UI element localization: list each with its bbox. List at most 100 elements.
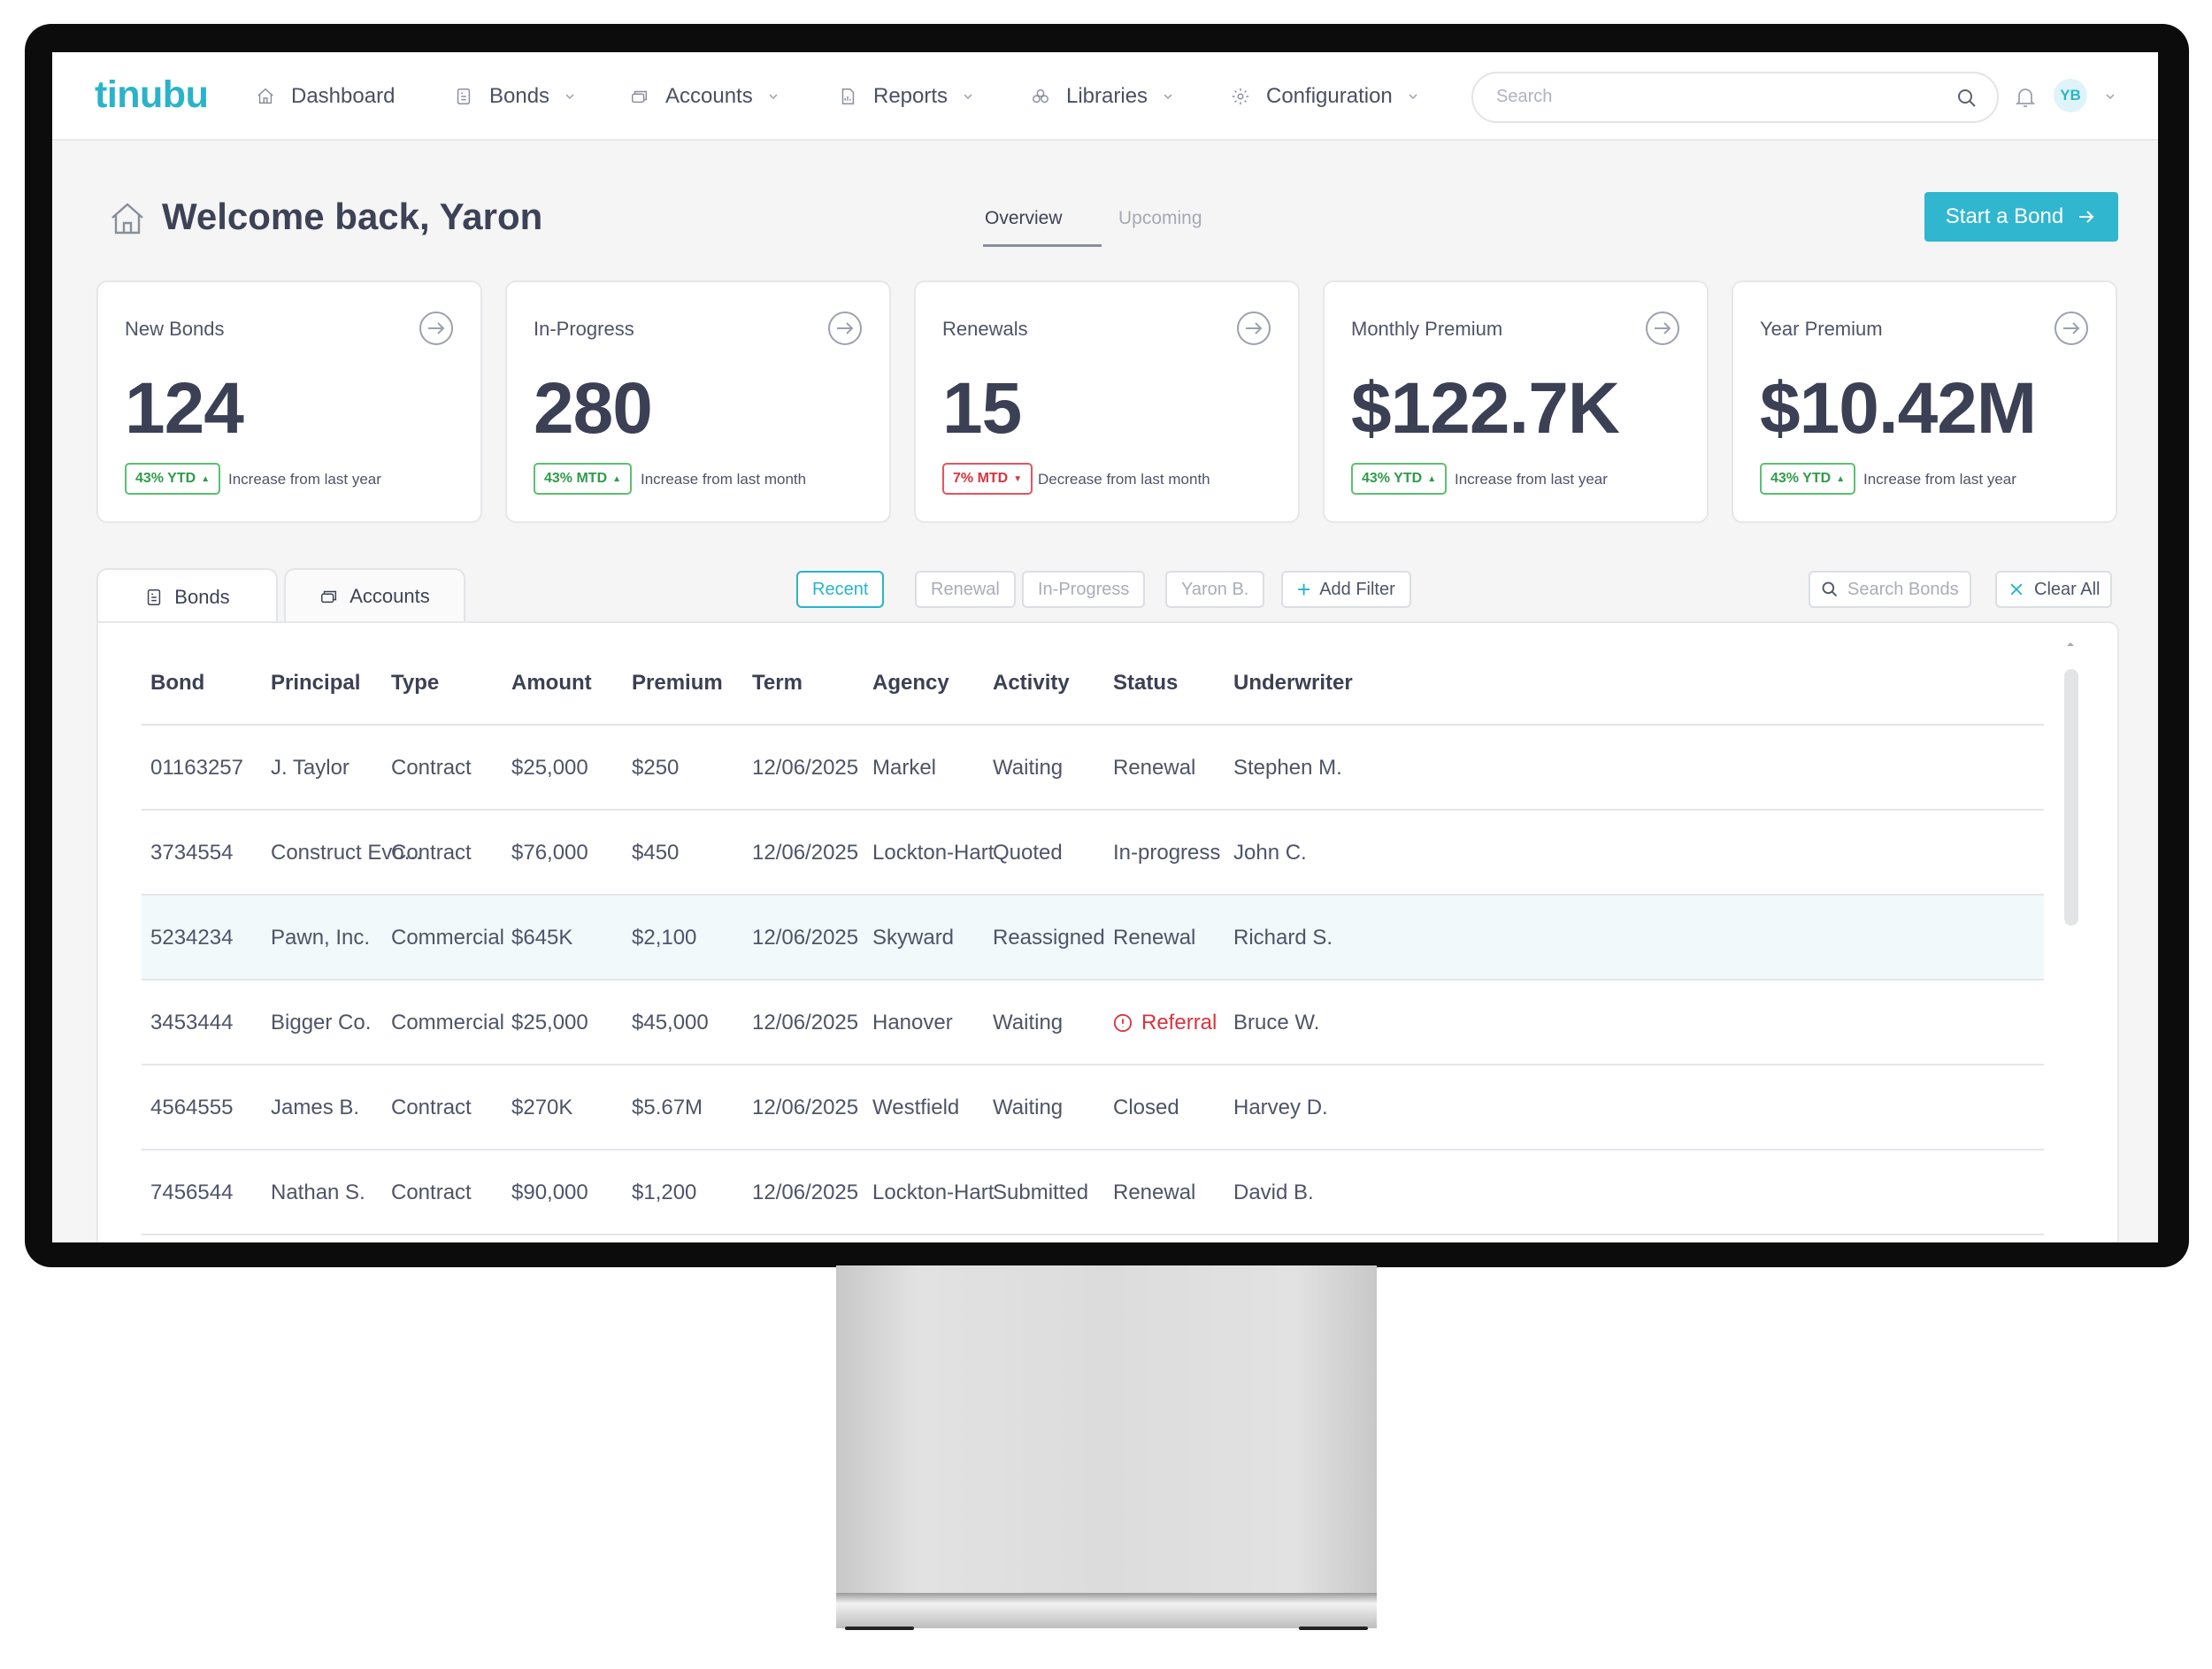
column-header[interactable]: Agency [872, 671, 949, 695]
nav-accounts-label: Accounts [665, 84, 753, 108]
table-cell: James B. [271, 1096, 360, 1119]
clear-all-button[interactable]: Clear All [1995, 571, 2113, 608]
table-cell: $250 [632, 756, 680, 780]
table-cell: Lockton-Hart [872, 1181, 995, 1204]
table-cell: $45,000 [632, 1011, 709, 1034]
arrow-circle-right-icon[interactable] [419, 311, 454, 346]
table-cell: 12/06/2025 [752, 926, 859, 950]
scroll-up-icon[interactable] [2065, 639, 2076, 650]
bonds-table-panel: Bond Principal Type Amount Premium Term Agency… [96, 621, 2119, 1242]
arrow-circle-right-icon[interactable] [1236, 311, 1271, 346]
stat-label: Year Premium [1760, 318, 1883, 340]
stat-card-year-premium[interactable]: Year Premium $10.42M 43% YTD ▲ Increase f… [1732, 281, 2117, 523]
bell-icon[interactable] [2015, 86, 2036, 109]
stat-note: Decrease from last month [1038, 471, 1210, 488]
status-badge: Referral [1141, 1011, 1217, 1034]
nav-configuration[interactable]: Configuration [1231, 82, 1419, 111]
table-cell: Closed [1113, 1096, 1179, 1119]
column-header[interactable]: Premium [632, 671, 723, 695]
column-header[interactable]: Status [1113, 671, 1179, 695]
tab-overview[interactable]: Overview [985, 208, 1063, 228]
monitor-foot-right [1299, 1627, 1368, 1630]
tinubu-logo[interactable]: tinubu [95, 73, 209, 116]
monitor-stand [836, 1265, 1377, 1628]
nav-configuration-label: Configuration [1266, 84, 1393, 108]
chevron-down-icon [769, 94, 778, 100]
table-cell: $5.67M [632, 1096, 703, 1119]
trend-badge-text: 43% MTD [544, 471, 608, 486]
table-row[interactable]: 7456544 Nathan S. Contract $90,000 $1,200 12/… [142, 1150, 2044, 1235]
search-bonds-input[interactable]: Search Bonds [1809, 571, 1971, 608]
table-cell: Bruce W. [1233, 1011, 1320, 1034]
trend-down-icon: ▼ [1013, 473, 1023, 484]
table-row[interactable]: 01163257 J. Taylor Contract $25,000 $250 12/0… [142, 726, 2044, 811]
nav-reports-label: Reports [873, 84, 949, 108]
table-cell: Contract [391, 841, 472, 865]
column-header[interactable]: Amount [511, 671, 592, 695]
nav-libraries[interactable]: Libraries [1031, 82, 1174, 111]
table-row[interactable]: 3453444 Bigger Co. Commercial $25,000 $45,00… [142, 981, 2044, 1065]
table-cell: Waiting [993, 1096, 1064, 1119]
nav-dashboard[interactable]: Dashboard [256, 82, 395, 111]
nav-reports[interactable]: Reports [838, 82, 974, 111]
tab-accounts[interactable]: Accounts [284, 568, 465, 623]
arrow-circle-right-icon[interactable] [2054, 311, 2089, 346]
trend-up-icon: ▲ [201, 473, 211, 484]
table-cell: Renewal [1113, 926, 1196, 950]
column-header[interactable]: Underwriter [1233, 671, 1353, 695]
table-cell: 12/06/2025 [752, 1181, 859, 1204]
table-cell: 01163257 [150, 756, 243, 780]
stat-card-renewals[interactable]: Renewals 15 7% MTD ▼ Decrease from last m… [914, 281, 1300, 523]
stat-label: Renewals [942, 318, 1028, 340]
gear-icon [1232, 88, 1249, 105]
nav-accounts[interactable]: Accounts [630, 82, 780, 111]
table-row[interactable]: 4564555 James B. Contract $270K $5.67M 12/06/… [142, 1065, 2044, 1150]
filter-chip-recent[interactable]: Recent [796, 571, 885, 608]
stack-icon [321, 590, 337, 604]
stat-card-monthly-premium[interactable]: Monthly Premium $122.7K 43% YTD ▲ Increas… [1323, 281, 1709, 523]
table-cell: David B. [1233, 1181, 1314, 1204]
add-filter-button[interactable]: + Add Filter [1281, 571, 1411, 608]
stat-card-new-bonds[interactable]: New Bonds 124 43% YTD ▲ Increase from las… [96, 281, 482, 523]
filter-chip-in-progress[interactable]: In-Progress [1022, 571, 1146, 608]
trend-badge: 43% YTD ▲ [1760, 463, 1856, 495]
chevron-down-icon[interactable] [2104, 90, 2116, 103]
table-cell: Bigger Co. [271, 1011, 372, 1034]
start-bond-button[interactable]: Start a Bond [1924, 192, 2118, 242]
close-icon [2010, 583, 2023, 596]
table-cell: 3734554 [150, 841, 234, 865]
avatar[interactable]: YB [2054, 79, 2087, 112]
scrollbar-thumb[interactable] [2064, 669, 2078, 926]
column-header[interactable]: Term [752, 671, 803, 695]
top-navigation: tinubu Dashboard Bonds Accounts Reports … [52, 52, 2158, 141]
column-header[interactable]: Activity [993, 671, 1070, 695]
column-header[interactable]: Principal [271, 671, 361, 695]
nav-bonds[interactable]: Bonds [454, 82, 576, 111]
report-icon [841, 88, 855, 104]
table-row[interactable]: 5234234 Pawn, Inc. Commercial $645K $2,100 12… [142, 896, 2044, 981]
table-cell: Commercial [391, 926, 505, 950]
alert-circle-icon [1113, 1013, 1133, 1033]
global-search-input[interactable]: Search [1471, 72, 1999, 123]
table-row[interactable]: 3734554 Construct Evo... Contract $76,000 $4… [142, 811, 2044, 896]
nav-libraries-label: Libraries [1066, 84, 1148, 108]
stat-card-in-progress[interactable]: In-Progress 280 43% MTD ▲ Increase from l… [505, 281, 891, 523]
trend-badge: 43% YTD ▲ [1351, 463, 1448, 495]
table-cell: Contract [391, 756, 472, 780]
home-icon [111, 203, 143, 235]
filter-chip-renewal[interactable]: Renewal [915, 571, 1016, 608]
tab-bonds[interactable]: Bonds [96, 568, 278, 625]
arrow-circle-right-icon[interactable] [827, 311, 863, 346]
table-cell: Markel [872, 756, 937, 780]
column-header[interactable]: Bond [150, 671, 205, 695]
page-title: Welcome back, Yaron [162, 196, 543, 237]
trend-badge-text: 7% MTD [953, 471, 1009, 486]
column-header[interactable]: Type [391, 671, 440, 695]
trend-badge-text: 43% YTD [1362, 471, 1423, 486]
table-cell: Contract [391, 1096, 472, 1119]
filter-chip-yaron[interactable]: Yaron B. [1165, 571, 1265, 608]
active-tab-indicator [983, 244, 1102, 247]
chevron-down-icon [964, 94, 972, 100]
arrow-circle-right-icon[interactable] [1645, 311, 1680, 346]
tab-upcoming[interactable]: Upcoming [1118, 208, 1202, 228]
